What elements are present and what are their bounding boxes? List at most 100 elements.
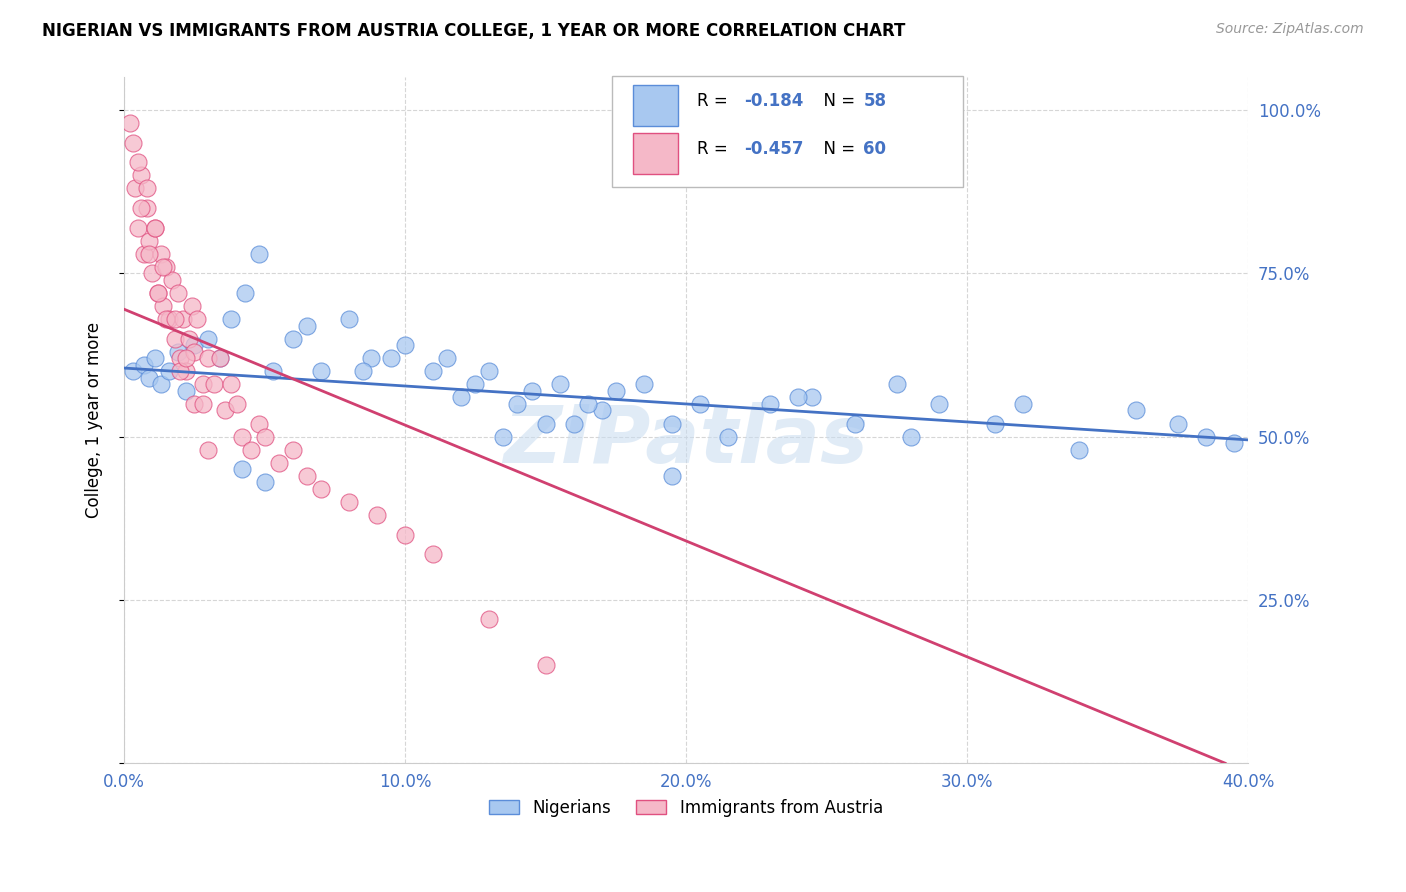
- Point: [464, 377, 486, 392]
- Point: [172, 312, 194, 326]
- Point: [174, 351, 197, 366]
- Text: 58: 58: [863, 92, 886, 110]
- Text: Source: ZipAtlas.com: Source: ZipAtlas.com: [1216, 22, 1364, 37]
- Point: [534, 658, 557, 673]
- Point: [591, 403, 613, 417]
- Point: [886, 377, 908, 392]
- Point: [231, 462, 253, 476]
- Text: 60: 60: [863, 140, 886, 158]
- Point: [124, 181, 146, 195]
- Point: [127, 220, 149, 235]
- Point: [562, 417, 585, 431]
- Point: [157, 364, 180, 378]
- Point: [267, 456, 290, 470]
- Point: [1125, 403, 1147, 417]
- Point: [219, 312, 242, 326]
- Point: [422, 547, 444, 561]
- Text: N =: N =: [813, 140, 860, 158]
- Point: [478, 612, 501, 626]
- Point: [352, 364, 374, 378]
- Point: [138, 234, 160, 248]
- Point: [129, 201, 152, 215]
- Point: [160, 273, 183, 287]
- Point: [661, 468, 683, 483]
- Point: [689, 397, 711, 411]
- Point: [253, 429, 276, 443]
- Point: [247, 417, 270, 431]
- Point: [422, 364, 444, 378]
- Point: [183, 397, 205, 411]
- Point: [186, 312, 208, 326]
- Text: NIGERIAN VS IMMIGRANTS FROM AUSTRIA COLLEGE, 1 YEAR OR MORE CORRELATION CHART: NIGERIAN VS IMMIGRANTS FROM AUSTRIA COLL…: [42, 22, 905, 40]
- Point: [337, 495, 360, 509]
- Point: [146, 285, 169, 300]
- Point: [166, 285, 188, 300]
- Point: [143, 220, 166, 235]
- Point: [169, 364, 191, 378]
- Point: [801, 391, 824, 405]
- Point: [984, 417, 1007, 431]
- Text: -0.184: -0.184: [744, 92, 803, 110]
- Point: [191, 377, 214, 392]
- Point: [169, 351, 191, 366]
- Point: [380, 351, 402, 366]
- Point: [180, 299, 202, 313]
- Point: [309, 482, 332, 496]
- Point: [174, 384, 197, 398]
- Point: [138, 371, 160, 385]
- Point: [143, 220, 166, 235]
- Point: [928, 397, 950, 411]
- Text: R =: R =: [697, 92, 734, 110]
- Text: N =: N =: [813, 92, 860, 110]
- Point: [135, 201, 157, 215]
- Point: [253, 475, 276, 490]
- Point: [197, 442, 219, 457]
- Point: [166, 344, 188, 359]
- Point: [152, 260, 174, 274]
- Point: [900, 429, 922, 443]
- Point: [157, 312, 180, 326]
- Point: [436, 351, 458, 366]
- Point: [146, 285, 169, 300]
- Point: [394, 338, 416, 352]
- Point: [183, 344, 205, 359]
- Point: [281, 332, 304, 346]
- Point: [135, 181, 157, 195]
- Point: [149, 377, 172, 392]
- Point: [1195, 429, 1218, 443]
- Point: [1012, 397, 1035, 411]
- Point: [149, 246, 172, 260]
- Point: [309, 364, 332, 378]
- Point: [1223, 436, 1246, 450]
- Point: [132, 358, 155, 372]
- Legend: Nigerians, Immigrants from Austria: Nigerians, Immigrants from Austria: [482, 792, 890, 823]
- Point: [844, 417, 866, 431]
- Point: [247, 246, 270, 260]
- Point: [152, 299, 174, 313]
- Point: [281, 442, 304, 457]
- Point: [787, 391, 810, 405]
- Point: [239, 442, 262, 457]
- Text: R =: R =: [697, 140, 734, 158]
- Point: [202, 377, 225, 392]
- Point: [197, 351, 219, 366]
- Point: [295, 318, 318, 333]
- Point: [132, 246, 155, 260]
- Point: [177, 332, 200, 346]
- Point: [366, 508, 388, 522]
- Point: [121, 136, 143, 150]
- Point: [225, 397, 247, 411]
- Point: [233, 285, 256, 300]
- Point: [520, 384, 543, 398]
- Point: [534, 417, 557, 431]
- Point: [661, 417, 683, 431]
- Point: [548, 377, 571, 392]
- Point: [576, 397, 599, 411]
- Point: [219, 377, 242, 392]
- Point: [163, 312, 186, 326]
- Point: [717, 429, 740, 443]
- Point: [174, 364, 197, 378]
- Point: [450, 391, 472, 405]
- Y-axis label: College, 1 year or more: College, 1 year or more: [86, 322, 103, 518]
- Point: [183, 338, 205, 352]
